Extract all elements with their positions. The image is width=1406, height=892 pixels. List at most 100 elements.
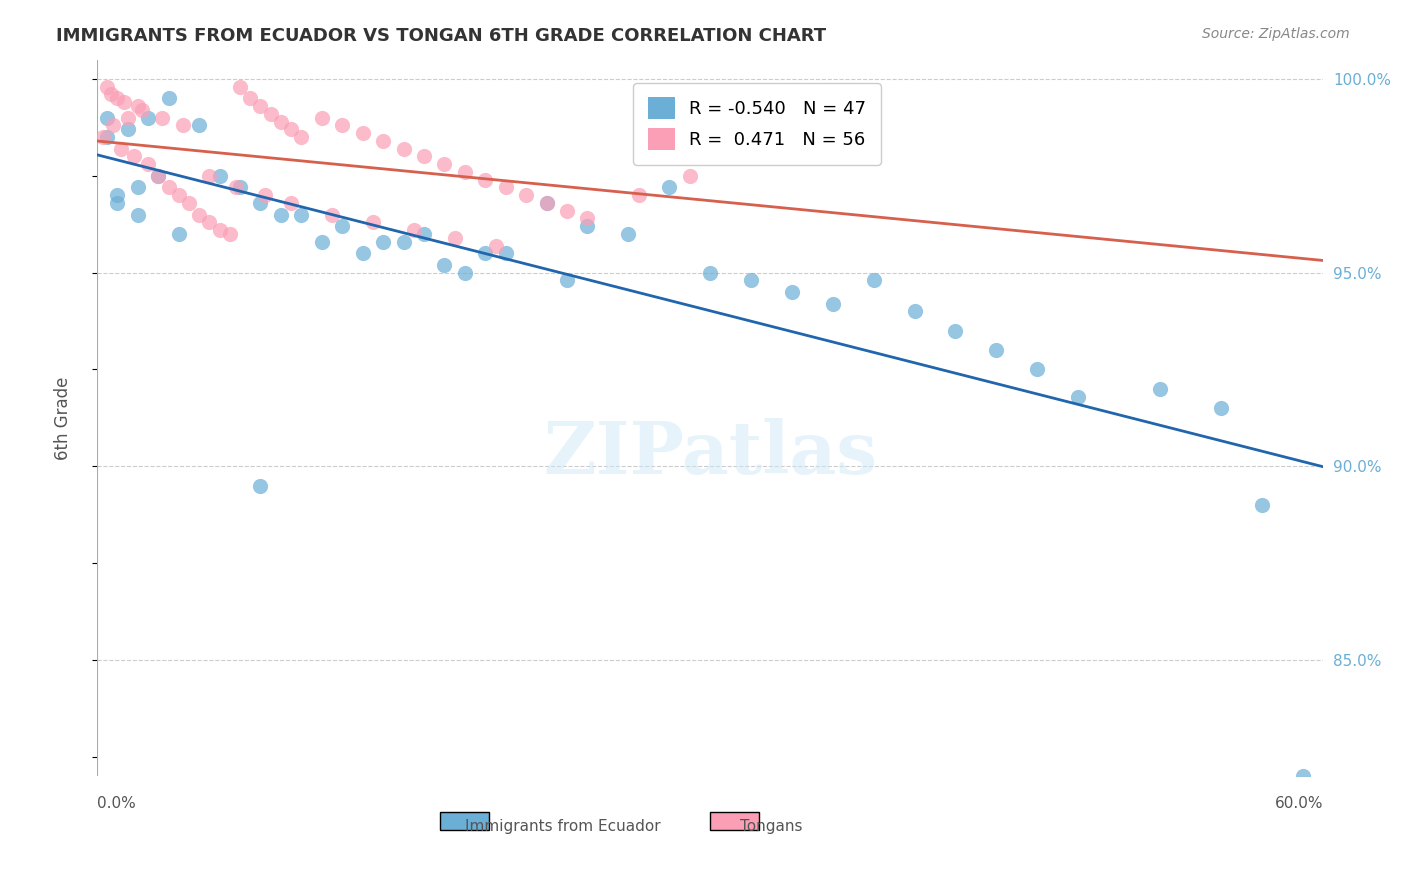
Point [371, 235, 394, 249]
Point [229, 79, 252, 94]
Point [454, 165, 477, 179]
Point [986, 343, 1008, 357]
Point [720, 149, 742, 163]
Text: Tongans: Tongans [740, 819, 803, 834]
Point [122, 149, 145, 163]
Point [150, 111, 173, 125]
Point [945, 324, 967, 338]
Point [198, 215, 221, 229]
Text: ZIPatlas: ZIPatlas [543, 418, 877, 489]
Point [495, 246, 517, 260]
Point [148, 169, 170, 183]
Point [627, 188, 650, 202]
Point [96, 130, 118, 145]
Point [311, 111, 333, 125]
Point [188, 208, 211, 222]
Text: 60.0%: 60.0% [1275, 796, 1323, 811]
Point [1149, 382, 1171, 396]
Point [107, 195, 129, 210]
Point [131, 103, 153, 117]
Point [208, 169, 231, 183]
Point [443, 231, 465, 245]
Point [117, 122, 139, 136]
Point [1026, 362, 1049, 376]
Point [821, 296, 844, 310]
Point [321, 208, 343, 222]
Point [1292, 769, 1315, 783]
Point [484, 238, 506, 252]
Point [658, 180, 681, 194]
Point [555, 273, 578, 287]
Point [371, 134, 394, 148]
Point [107, 91, 129, 105]
Point [107, 188, 129, 202]
Point [413, 227, 436, 241]
Point [903, 304, 925, 318]
Point [402, 223, 425, 237]
Point [413, 149, 436, 163]
Point [474, 246, 496, 260]
Point [208, 223, 231, 237]
Point [225, 180, 247, 194]
Point [167, 188, 190, 202]
Point [172, 119, 194, 133]
Point [91, 130, 114, 145]
Point [167, 227, 190, 241]
Text: Immigrants from Ecuador: Immigrants from Ecuador [465, 819, 661, 834]
Point [127, 99, 149, 113]
Point [229, 180, 252, 194]
Point [110, 142, 132, 156]
Point [576, 211, 599, 226]
Point [433, 258, 456, 272]
Point [157, 91, 180, 105]
Point [290, 208, 312, 222]
Point [433, 157, 456, 171]
Point [249, 99, 271, 113]
Point [249, 195, 271, 210]
Point [515, 188, 537, 202]
Point [148, 169, 170, 183]
Point [270, 114, 292, 128]
Point [740, 273, 762, 287]
Point [127, 180, 149, 194]
Text: IMMIGRANTS FROM ECUADOR VS TONGAN 6TH GRADE CORRELATION CHART: IMMIGRANTS FROM ECUADOR VS TONGAN 6TH GR… [56, 27, 827, 45]
FancyBboxPatch shape [710, 812, 759, 830]
Point [330, 119, 353, 133]
Point [699, 266, 721, 280]
Point [761, 130, 783, 145]
Point [392, 142, 415, 156]
Point [253, 188, 276, 202]
Point [239, 91, 262, 105]
Point [280, 122, 302, 136]
Point [280, 195, 302, 210]
Text: Source: ZipAtlas.com: Source: ZipAtlas.com [1202, 27, 1350, 41]
Point [474, 172, 496, 186]
Point [555, 203, 578, 218]
Point [117, 111, 139, 125]
Point [136, 111, 159, 125]
Point [249, 478, 271, 492]
Point [198, 169, 221, 183]
Point [330, 219, 353, 234]
Point [536, 195, 558, 210]
Point [361, 215, 384, 229]
Point [454, 266, 477, 280]
Point [290, 130, 312, 145]
Point [100, 87, 122, 102]
Point [679, 169, 702, 183]
Point [862, 273, 884, 287]
Point [112, 95, 135, 110]
Point [103, 119, 125, 133]
Point [536, 195, 558, 210]
Point [260, 107, 283, 121]
Point [780, 285, 803, 299]
Point [576, 219, 599, 234]
Point [157, 180, 180, 194]
Point [352, 246, 374, 260]
Point [270, 208, 292, 222]
Text: 0.0%: 0.0% [97, 796, 136, 811]
Point [177, 195, 200, 210]
Point [96, 79, 118, 94]
Point [495, 180, 517, 194]
Point [1251, 498, 1274, 512]
